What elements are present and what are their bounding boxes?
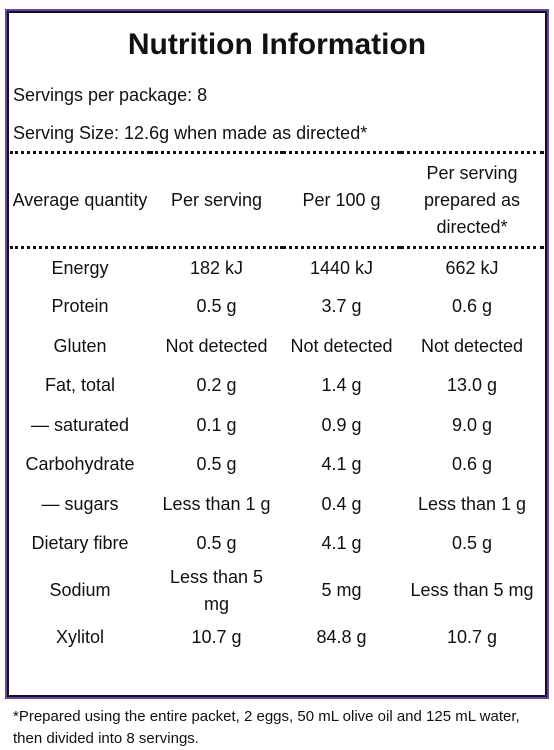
- table-row: Dietary fibre 0.5 g 4.1 g 0.5 g: [10, 524, 544, 564]
- row-label: — saturated: [30, 414, 130, 435]
- serving-size: Serving Size: 12.6g when made as directe…: [13, 123, 368, 143]
- row-label: — sugars: [41, 493, 119, 514]
- table-header: Average quantity Per serving Per 100 g Per …: [10, 152, 544, 248]
- table-body: Energy 182 kJ 1440 kJ 662 kJ Protein 0.5 g 3.7…: [10, 248, 544, 658]
- cell: Not detected: [420, 335, 524, 356]
- table-row: Protein 0.5 g 3.7 g 0.6 g: [10, 287, 544, 327]
- cell: 0.4 g: [321, 493, 362, 514]
- header-cell: Per serving prepared as directed*: [423, 162, 521, 237]
- row-label: Sodium: [49, 580, 111, 600]
- row-label: Dietary fibre: [31, 533, 129, 554]
- header-row: Average quantity Per serving Per 100 g Per …: [10, 152, 544, 248]
- cell: 662 kJ: [445, 257, 499, 278]
- title: Nutrition Information: [127, 28, 427, 61]
- table-row: Gluten Not detected Not detected Not detect…: [10, 327, 544, 367]
- cell: Less than 1 g: [417, 493, 527, 514]
- cell: 1.4 g: [321, 375, 362, 396]
- table-row: Energy 182 kJ 1440 kJ 662 kJ: [10, 248, 544, 288]
- cell: 84.8 g: [316, 626, 367, 647]
- cell: 5 mg: [321, 580, 362, 600]
- table-row: Fat, total 0.2 g 1.4 g 13.0 g: [10, 366, 544, 406]
- row-label: Carbohydrate: [25, 454, 135, 475]
- panel-inner: Nutrition Information Servings per packa…: [10, 14, 544, 694]
- nutrition-panel: Nutrition Information Servings per packa…: [5, 9, 549, 699]
- cell: Less than 5 mg: [410, 580, 534, 600]
- cell: 0.1 g: [196, 414, 237, 435]
- row-label: Gluten: [53, 335, 107, 356]
- row-label: Energy: [51, 257, 109, 278]
- cell: 0.5 g: [196, 296, 237, 317]
- cell: Less than 5 mg: [169, 566, 264, 614]
- header-cell: Per 100 g: [302, 189, 381, 210]
- cell: 0.5 g: [196, 533, 237, 554]
- cell: 13.0 g: [446, 375, 498, 396]
- table-row: Carbohydrate 0.5 g 4.1 g 0.6 g: [10, 445, 544, 485]
- cell: Less than 1 g: [162, 493, 271, 514]
- cell: 0.5 g: [451, 533, 493, 554]
- header-cell: Average quantity: [12, 189, 148, 210]
- cell: Not detected: [290, 335, 393, 356]
- table-row: Sodium Less than 5 mg 5 mg Less than 5 mg: [10, 564, 544, 618]
- footnote: *Prepared using the entire packet, 2 egg…: [13, 708, 520, 747]
- cell: 10.7 g: [191, 626, 242, 647]
- table-row: — sugars Less than 1 g 0.4 g Less than 1 g: [10, 485, 544, 525]
- servings: Servings per package: 8: [13, 85, 208, 105]
- row-label: Fat, total: [44, 375, 116, 396]
- cell: 182 kJ: [189, 257, 244, 278]
- cell: 0.9 g: [321, 414, 362, 435]
- cell: Not detected: [165, 335, 268, 356]
- cell: 0.6 g: [451, 454, 493, 475]
- cell: 0.5 g: [196, 454, 237, 475]
- cell: 4.1 g: [321, 533, 362, 554]
- cell: 10.7 g: [446, 626, 498, 647]
- cell: 0.2 g: [196, 375, 237, 396]
- cell: 0.6 g: [451, 296, 493, 317]
- row-label: Protein: [51, 296, 109, 317]
- table-row: — saturated 0.1 g 0.9 g 9.0 g: [10, 406, 544, 446]
- cell: 3.7 g: [321, 296, 362, 317]
- cell: 9.0 g: [451, 414, 493, 435]
- table-row: Xylitol 10.7 g 84.8 g 10.7 g: [10, 618, 544, 658]
- cell: 1440 kJ: [309, 257, 374, 278]
- nutrition-table: Average quantity Per serving Per 100 g Per …: [10, 151, 544, 657]
- header-cell: Per serving: [170, 189, 263, 210]
- row-label: Xylitol: [55, 626, 104, 647]
- cell: 4.1 g: [321, 454, 362, 475]
